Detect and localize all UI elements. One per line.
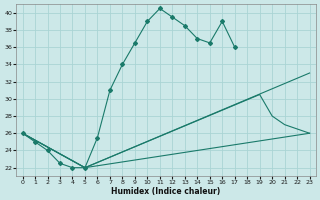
X-axis label: Humidex (Indice chaleur): Humidex (Indice chaleur) [111, 187, 221, 196]
